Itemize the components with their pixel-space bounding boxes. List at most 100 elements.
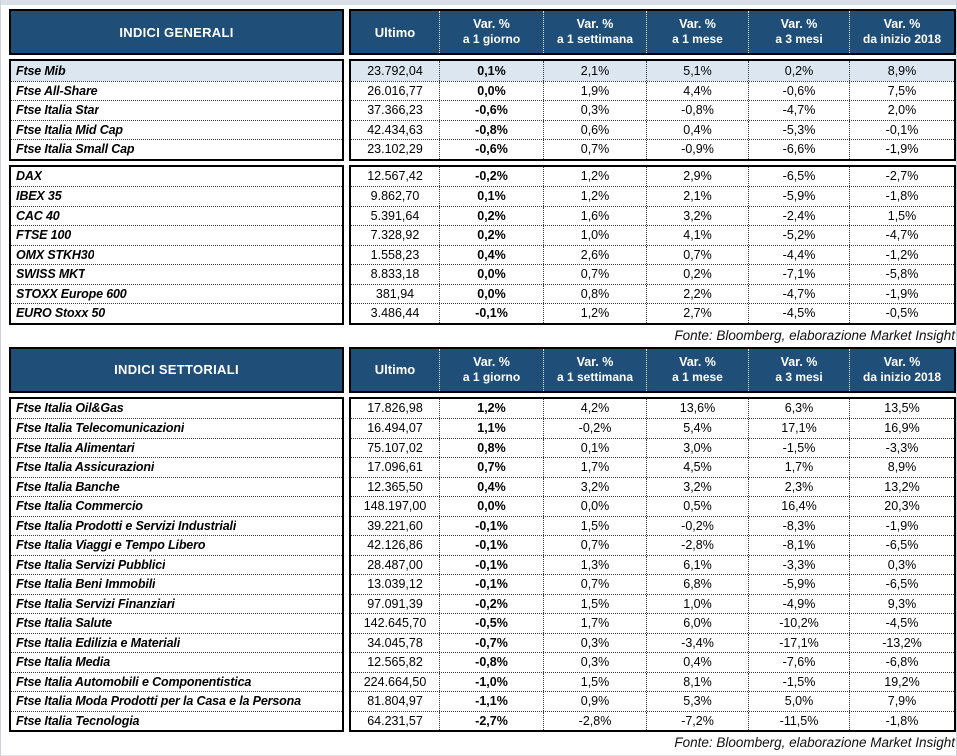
cell-ultimo: 39.221,60 — [367, 518, 423, 533]
table-row: Ftse Italia Tecnologia — [11, 710, 342, 731]
cell-ytd: -6,5% — [849, 575, 954, 594]
cell-d1: -0,1% — [439, 555, 543, 574]
table-row-values: 97.091,39 -0,2% 1,5% 1,0% -4,9% 9,3% — [351, 593, 954, 613]
cell-w1: 0,6% — [543, 120, 646, 139]
source-note: Fonte: Bloomberg, elaborazione Market In… — [674, 735, 955, 750]
value-columns-header: Ultimo Var. % a 1 giorno Var. % a 1 settima… — [349, 346, 956, 393]
table-row: Ftse Italia Salute — [11, 613, 342, 633]
col-header-var-5: Var. % da inizio 2018 — [849, 11, 954, 53]
value-columns-header: Ultimo Var. % a 1 giorno Var. % a 1 settima… — [349, 9, 956, 55]
cell-m1: 0,4% — [646, 653, 748, 672]
cell-d1: -1,0% — [439, 672, 543, 691]
cell-q3: -6,6% — [748, 140, 849, 159]
cell-w1: 1,7% — [543, 614, 646, 633]
col-header-var-3: Var. % a 1 mese — [646, 348, 748, 391]
table-header-row: INDICI GENERALI Ultimo Var. % a 1 giorno V… — [9, 9, 956, 55]
index-name: Ftse All-Share — [16, 83, 98, 98]
table-row: Ftse Italia Beni Immobili — [11, 574, 342, 594]
col-header-var-3: Var. % a 1 mese — [646, 11, 748, 53]
cell-w1: 2,1% — [543, 61, 646, 81]
index-name: Ftse Italia Servizi Finanziari — [16, 596, 175, 611]
cell-m1: 13,6% — [646, 398, 748, 418]
table-row: DAX — [11, 167, 342, 187]
col-header-ultimo: Ultimo — [374, 24, 416, 40]
cell-q3: -5,2% — [748, 226, 849, 245]
cell-d1: 1,2% — [439, 398, 543, 418]
cell-w1: 0,0% — [543, 497, 646, 516]
cell-q3: -17,1% — [748, 633, 849, 652]
cell-m1: 5,3% — [646, 692, 748, 711]
col-header-line1: Var. % — [883, 354, 921, 369]
table-title: INDICI GENERALI — [119, 24, 234, 40]
cell-w1: 1,3% — [543, 555, 646, 574]
cell-ytd: 13,5% — [849, 398, 954, 418]
col-header-var-2: Var. % a 1 settimana — [543, 348, 646, 391]
cell-ultimo: 23.102,29 — [367, 142, 423, 157]
cell-ytd: 0,3% — [849, 555, 954, 574]
cell-q3: -10,2% — [748, 614, 849, 633]
cell-m1: 6,8% — [646, 575, 748, 594]
table-row-values: 142.645,70 -0,5% 1,7% 6,0% -10,2% -4,5% — [351, 613, 954, 633]
cell-ytd: 13,2% — [849, 477, 954, 496]
cell-m1: 0,4% — [646, 120, 748, 139]
cell-ultimo: 3.486,44 — [370, 306, 420, 321]
index-name: Ftse Italia Banche — [16, 479, 120, 494]
cell-d1: 0,1% — [439, 61, 543, 81]
cell-ytd: 7,9% — [849, 692, 954, 711]
cell-d1: -0,8% — [439, 653, 543, 672]
table-row: Ftse Italia Edilizia e Materiali — [11, 632, 342, 653]
cell-w1: 1,5% — [543, 594, 646, 613]
cell-m1: 4,1% — [646, 226, 748, 245]
table-row: Ftse Italia Mid Cap — [11, 119, 342, 140]
cell-d1: -0,8% — [439, 120, 543, 139]
cell-q3: 5,0% — [748, 692, 849, 711]
index-name: Ftse Italia Tecnologia — [16, 713, 140, 728]
table-indici-settoriali: INDICI SETTORIALI Ultimo Var. % a 1 giorn… — [9, 346, 956, 753]
col-header-line2: a 1 settimana — [556, 369, 634, 384]
table-row: SWISS MKT — [11, 264, 342, 284]
table-row-values: 42.126,86 -0,1% 0,7% -2,8% -8,1% -6,5% — [351, 535, 954, 555]
cell-ultimo: 142.645,70 — [363, 616, 427, 631]
index-name: Ftse Italia Mid Cap — [16, 122, 123, 137]
cell-d1: -0,6% — [439, 101, 543, 120]
table-row-values: 17.096,61 0,7% 1,7% 4,5% 1,7% 8,9% — [351, 457, 954, 477]
table-row: Ftse Italia Viaggi e Tempo Libero — [11, 535, 342, 555]
cell-m1: -2,8% — [646, 536, 748, 555]
cell-d1: 0,0% — [439, 497, 543, 516]
table-row: CAC 40 — [11, 205, 342, 226]
cell-m1: 0,7% — [646, 245, 748, 264]
cell-w1: -2,8% — [543, 711, 646, 730]
cell-ytd: 9,3% — [849, 594, 954, 613]
cell-q3: -2,4% — [748, 206, 849, 225]
cell-w1: 1,2% — [543, 187, 646, 206]
cell-ytd: 8,9% — [849, 458, 954, 477]
table-row-values: 81.804,97 -1,1% 0,9% 5,3% 5,0% 7,9% — [351, 691, 954, 711]
table-body: Ftse Mib Ftse All-Share Ftse Italia Star Ft… — [9, 59, 956, 325]
table-row-values: 148.197,00 0,0% 0,0% 0,5% 16,4% 20,3% — [351, 496, 954, 516]
table-row: OMX STKH30 — [11, 244, 342, 265]
cell-ultimo: 37.366,23 — [367, 103, 423, 118]
cell-q3: -0,6% — [748, 81, 849, 100]
cell-m1: -7,2% — [646, 711, 748, 730]
cell-w1: 0,7% — [543, 265, 646, 284]
index-name: Ftse Italia Alimentari — [16, 440, 135, 455]
table-row-values: 12.565,82 -0,8% 0,3% 0,4% -7,6% -6,8% — [351, 652, 954, 672]
table-title: INDICI SETTORIALI — [114, 362, 239, 377]
table-row: Ftse Mib — [11, 61, 342, 81]
col-header-ultimo: Ultimo — [374, 362, 416, 377]
cell-m1: -3,4% — [646, 633, 748, 652]
cell-d1: 0,0% — [439, 284, 543, 303]
table-indici-generali: INDICI GENERALI Ultimo Var. % a 1 giorno V… — [9, 9, 956, 345]
cell-w1: 0,3% — [543, 653, 646, 672]
cell-ytd: -5,8% — [849, 265, 954, 284]
col-header-line1: Var. % — [883, 17, 921, 32]
cell-w1: 1,5% — [543, 672, 646, 691]
cell-q3: -5,9% — [748, 187, 849, 206]
cell-ultimo: 224.664,50 — [363, 674, 427, 689]
cell-ultimo: 9.862,70 — [370, 189, 420, 204]
table-row-values: 28.487,00 -0,1% 1,3% 6,1% -3,3% 0,3% — [351, 554, 954, 574]
cell-w1: 1,5% — [543, 516, 646, 535]
cell-ytd: 19,2% — [849, 672, 954, 691]
col-header-var-5: Var. % da inizio 2018 — [849, 348, 954, 391]
